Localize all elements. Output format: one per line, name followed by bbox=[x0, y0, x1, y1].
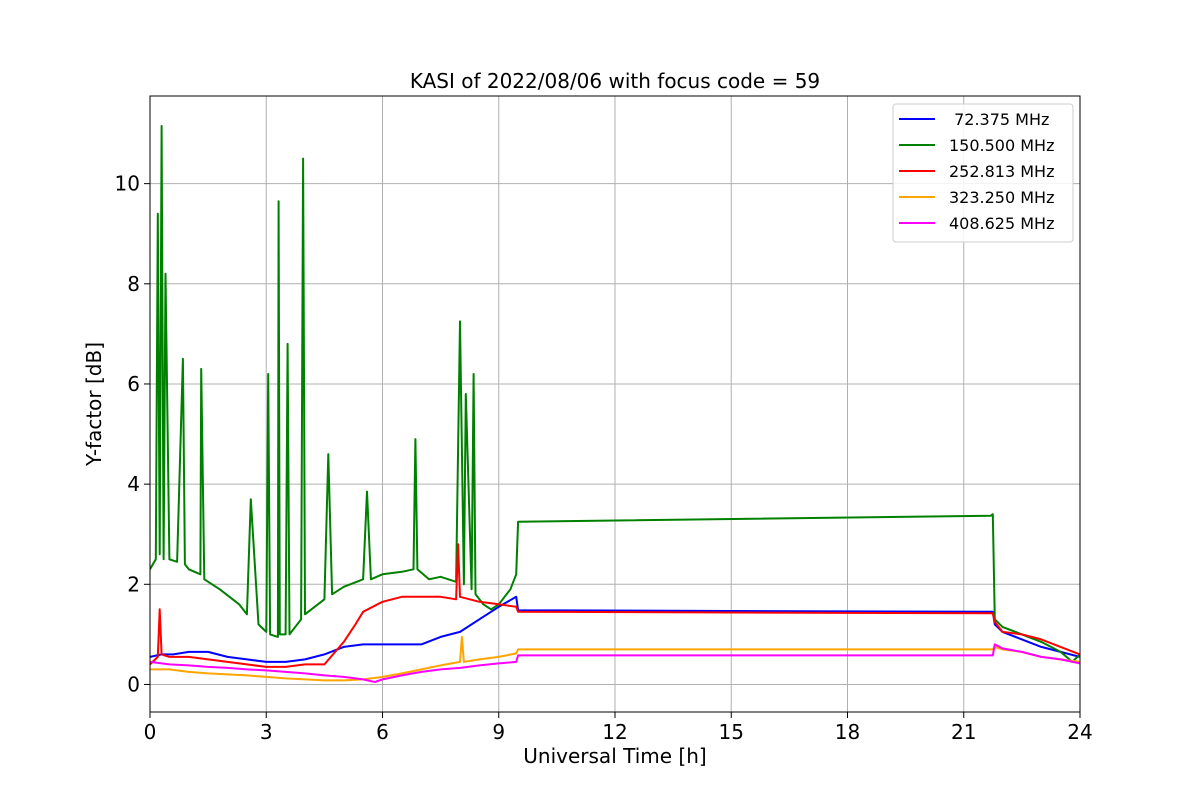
legend: 72.375 MHz 150.500 MHz 252.813 MHz 323.250 … bbox=[892, 103, 1074, 243]
x-tick-label: 18 bbox=[835, 720, 860, 744]
x-tick-label: 21 bbox=[951, 720, 976, 744]
y-tick-label: 4 bbox=[127, 472, 140, 496]
legend-label: 72.375 MHz bbox=[949, 110, 1049, 129]
series-line-2 bbox=[150, 543, 1080, 668]
series-line-4 bbox=[150, 643, 1080, 683]
x-tick-label: 15 bbox=[719, 720, 744, 744]
series-layer bbox=[150, 125, 1080, 683]
y-tick-label: 6 bbox=[127, 372, 140, 396]
x-tick-label: 6 bbox=[376, 720, 389, 744]
series-line-3 bbox=[150, 635, 1080, 682]
legend-box bbox=[892, 103, 1074, 243]
y-tick-label: 10 bbox=[115, 172, 140, 196]
y-tick-label: 2 bbox=[127, 572, 140, 596]
x-tick-label: 9 bbox=[492, 720, 505, 744]
x-tick-label: 12 bbox=[602, 720, 627, 744]
x-axis-label: Universal Time [h] bbox=[523, 744, 706, 768]
series-line-1 bbox=[150, 125, 1080, 663]
y-tick-label: 8 bbox=[127, 272, 140, 296]
legend-label: 252.813 MHz bbox=[949, 162, 1054, 181]
y-axis-label: Y-factor [dB] bbox=[82, 342, 106, 467]
x-tick-label: 0 bbox=[144, 720, 157, 744]
series-line-0 bbox=[150, 595, 1080, 663]
chart-title: KASI of 2022/08/06 with focus code = 59 bbox=[410, 69, 820, 93]
legend-label: 323.250 MHz bbox=[949, 188, 1054, 207]
x-tick-label: 3 bbox=[260, 720, 273, 744]
x-tick-label: 24 bbox=[1067, 720, 1092, 744]
legend-label: 408.625 MHz bbox=[949, 214, 1054, 233]
legend-label: 150.500 MHz bbox=[949, 136, 1054, 155]
y-tick-label: 0 bbox=[127, 672, 140, 696]
